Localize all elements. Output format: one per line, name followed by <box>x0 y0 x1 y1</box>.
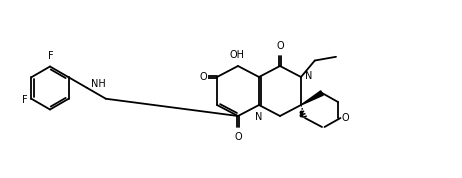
Text: O: O <box>234 132 242 142</box>
Text: NH: NH <box>91 79 105 89</box>
Text: OH: OH <box>230 49 244 59</box>
Text: F: F <box>48 51 54 61</box>
Text: O: O <box>342 113 350 123</box>
Text: N: N <box>255 112 263 122</box>
Polygon shape <box>301 91 323 105</box>
Text: O: O <box>276 41 284 51</box>
Text: N: N <box>305 71 312 81</box>
Text: O: O <box>199 72 207 82</box>
Text: F: F <box>22 95 27 105</box>
